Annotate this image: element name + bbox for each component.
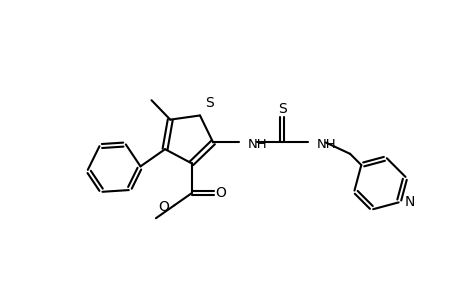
Text: NH: NH: [316, 138, 336, 151]
Text: O: O: [215, 186, 226, 200]
Text: NH: NH: [247, 138, 267, 151]
Text: S: S: [277, 102, 286, 116]
Text: N: N: [404, 195, 414, 209]
Text: S: S: [205, 97, 213, 110]
Text: O: O: [158, 200, 169, 214]
